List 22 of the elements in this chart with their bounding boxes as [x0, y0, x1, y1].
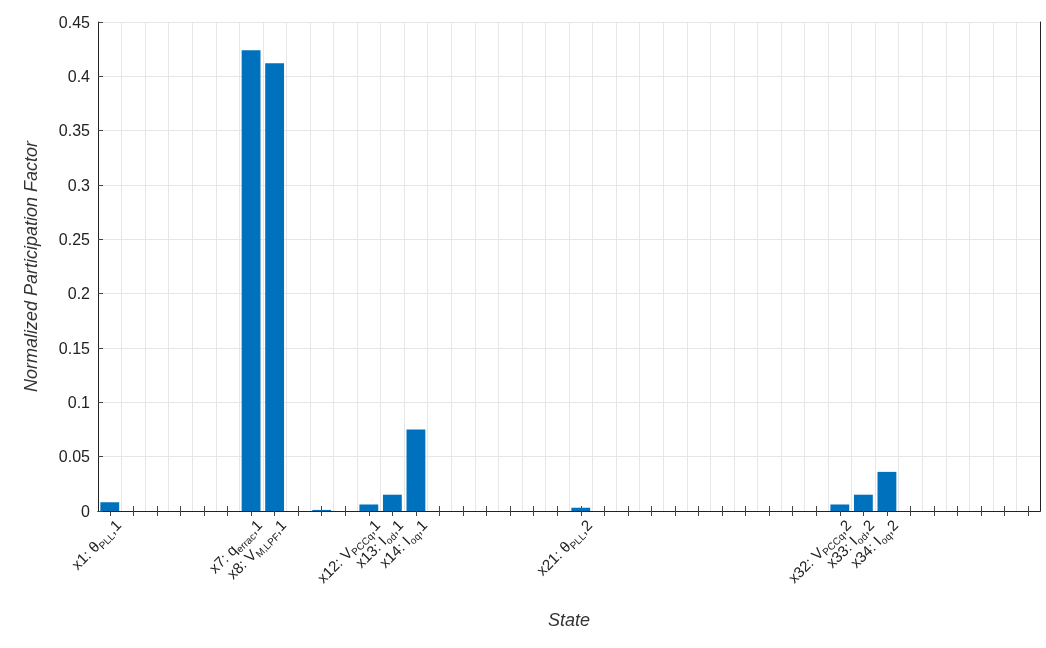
bar — [265, 63, 285, 511]
y-tick-label: 0.4 — [67, 67, 91, 85]
bar — [100, 502, 120, 511]
bar — [241, 50, 261, 511]
bar — [382, 494, 402, 511]
y-tick-label: 0.1 — [67, 393, 91, 411]
y-tick-label: 0.2 — [67, 285, 91, 303]
y-tick-label: 0.45 — [58, 13, 91, 31]
bar — [359, 504, 379, 511]
y-axis-title: Normalized Participation Factor — [21, 139, 41, 393]
x-axis-title: State — [547, 610, 591, 630]
y-tick-label: 0.3 — [67, 176, 91, 194]
bar — [571, 507, 591, 511]
y-tick-label: 0.25 — [58, 230, 91, 248]
bar — [830, 504, 850, 511]
y-tick-label: 0.05 — [58, 448, 91, 466]
bar — [406, 429, 426, 511]
y-tick-label: 0 — [81, 502, 91, 520]
bar — [853, 494, 873, 511]
y-tick-label: 0.15 — [58, 339, 91, 357]
bar — [877, 471, 897, 511]
y-tick-label: 0.35 — [58, 122, 91, 140]
